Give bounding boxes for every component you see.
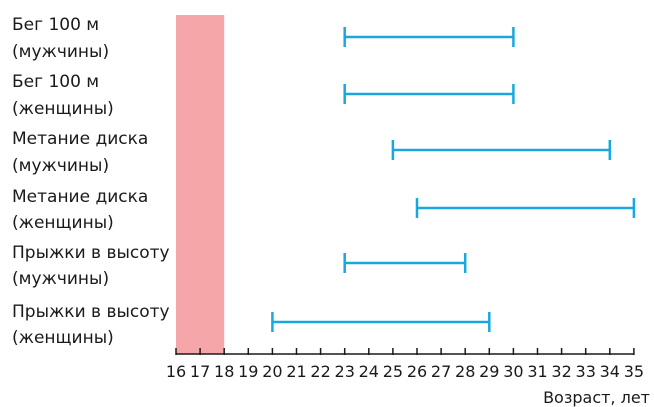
category-label: (мужчины) xyxy=(12,156,109,176)
x-axis-title: Возраст, лет xyxy=(543,388,650,407)
category-label: (женщины) xyxy=(12,328,114,348)
category-label: Бег 100 м xyxy=(12,15,99,35)
range-bar xyxy=(343,27,515,47)
x-tick-label: 28 xyxy=(455,362,475,381)
x-tick-label: 33 xyxy=(576,362,596,381)
range-bar xyxy=(343,253,467,273)
category-label: (мужчины) xyxy=(12,42,109,62)
x-tick-label: 19 xyxy=(238,362,258,381)
x-tick-label: 22 xyxy=(310,362,330,381)
range-bar xyxy=(343,84,515,104)
category-label: Бег 100 м xyxy=(12,72,99,92)
category-label: Прыжки в высоту xyxy=(12,243,170,263)
range-bar xyxy=(415,198,636,218)
x-tick-label: 24 xyxy=(359,362,379,381)
x-tick-label: 26 xyxy=(407,362,427,381)
range-bar xyxy=(391,140,612,160)
x-tick-label: 25 xyxy=(383,362,403,381)
x-tick-label: 35 xyxy=(624,362,644,381)
x-tick-label: 18 xyxy=(214,362,234,381)
x-tick-label: 23 xyxy=(335,362,355,381)
category-label: (женщины) xyxy=(12,213,114,233)
x-tick-label: 17 xyxy=(190,362,210,381)
x-tick-label: 32 xyxy=(551,362,571,381)
x-tick-label: 16 xyxy=(166,362,186,381)
category-label: Метание диска xyxy=(12,187,148,207)
category-label: Прыжки в высоту xyxy=(12,302,170,322)
x-tick-label: 31 xyxy=(527,362,547,381)
range-bar xyxy=(271,312,491,332)
x-tick-label: 27 xyxy=(431,362,451,381)
x-tick-label: 21 xyxy=(286,362,306,381)
x-tick-label: 20 xyxy=(262,362,282,381)
x-tick-label: 29 xyxy=(479,362,499,381)
highlight-band xyxy=(176,15,225,354)
category-label: (мужчины) xyxy=(12,269,109,289)
category-label: (женщины) xyxy=(12,99,114,119)
x-tick-label: 30 xyxy=(503,362,523,381)
category-label: Метание диска xyxy=(12,129,148,149)
x-tick-label: 34 xyxy=(600,362,620,381)
